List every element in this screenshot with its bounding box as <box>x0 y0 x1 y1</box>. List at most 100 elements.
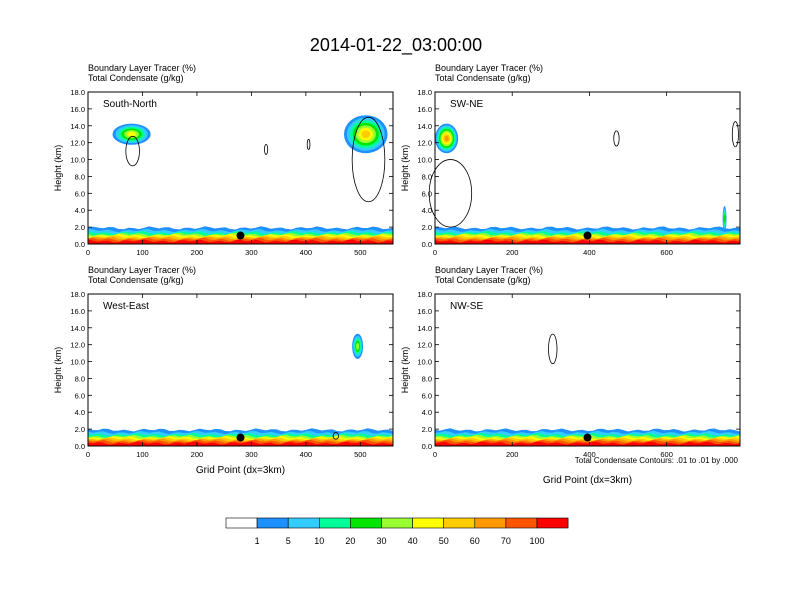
plot-frame <box>87 293 394 447</box>
condensate-contour <box>548 333 558 365</box>
panel-name: West-East <box>103 301 149 312</box>
y-tick-label: 2.0 <box>422 425 432 434</box>
colorbar-label: 60 <box>470 536 480 546</box>
x-tick-label: 400 <box>300 450 313 459</box>
panel-south-north: Boundary Layer Tracer (%)Total Condensat… <box>53 63 394 257</box>
x-tick-label: 200 <box>506 248 519 257</box>
colorbar-swatch <box>318 517 351 529</box>
panel-name: NW-SE <box>450 301 483 312</box>
colorbar-swatch <box>536 517 569 529</box>
boundary-layer-band <box>88 239 393 244</box>
colorbar-swatch <box>225 517 258 529</box>
plot-frame <box>434 293 741 447</box>
y-tick-label: 14.0 <box>417 324 432 333</box>
x-tick-label: 400 <box>583 450 596 459</box>
colorbar-label: 70 <box>501 536 511 546</box>
panel-sw-ne: Boundary Layer Tracer (%)Total Condensat… <box>400 63 741 257</box>
colorbar-swatch <box>381 517 413 529</box>
colorbar-swatch <box>443 517 476 529</box>
y-tick-label: 14.0 <box>417 122 432 131</box>
y-tick-label: 18.0 <box>417 290 432 299</box>
colorbar-label: 5 <box>286 536 291 546</box>
y-tick-label: 8.0 <box>422 374 432 383</box>
panel-label-tracer: Boundary Layer Tracer (%) <box>435 63 543 73</box>
x-tick-label: 400 <box>300 248 313 257</box>
x-tick-label: 0 <box>86 450 90 459</box>
y-tick-label: 6.0 <box>422 391 432 400</box>
y-tick-label: 0.0 <box>75 240 85 249</box>
x-tick-label: 100 <box>136 450 149 459</box>
colorbar-label: 50 <box>439 536 449 546</box>
condensate-contour <box>332 432 339 440</box>
cloud-shading <box>356 342 360 350</box>
x-axis-label: Grid Point (dx=3km) <box>196 465 285 476</box>
y-axis-label: Height (km) <box>400 347 410 394</box>
colorbar-swatch <box>350 517 382 529</box>
condensate-contour <box>264 143 269 155</box>
panel-label-condensate: Total Condensate (g/kg) <box>435 275 531 285</box>
y-tick-label: 10.0 <box>417 358 432 367</box>
boundary-layer-band <box>88 441 393 446</box>
y-tick-label: 2.0 <box>75 223 85 232</box>
colorbar: 1 5 10 20 30 40 50 60 70 100 <box>225 517 569 546</box>
y-tick-label: 6.0 <box>422 189 432 198</box>
y-tick-label: 10.0 <box>70 156 85 165</box>
location-marker <box>236 231 245 240</box>
location-marker <box>583 433 592 442</box>
y-tick-label: 8.0 <box>75 172 85 181</box>
y-axis-label: Height (km) <box>53 145 63 192</box>
y-tick-label: 10.0 <box>70 358 85 367</box>
x-tick-label: 200 <box>191 450 204 459</box>
y-tick-label: 16.0 <box>70 307 85 316</box>
y-tick-label: 4.0 <box>75 206 85 215</box>
cloud-shading <box>361 130 371 139</box>
x-tick-label: 100 <box>136 248 149 257</box>
y-tick-label: 18.0 <box>70 290 85 299</box>
x-tick-label: 200 <box>191 248 204 257</box>
x-tick-label: 600 <box>660 450 673 459</box>
y-tick-label: 18.0 <box>70 88 85 97</box>
y-tick-label: 4.0 <box>422 206 432 215</box>
panel-label-condensate: Total Condensate (g/kg) <box>88 275 184 285</box>
y-tick-label: 12.0 <box>70 139 85 148</box>
x-tick-label: 300 <box>245 248 258 257</box>
panel-label-tracer: Boundary Layer Tracer (%) <box>88 63 196 73</box>
y-tick-label: 4.0 <box>75 408 85 417</box>
colorbar-label: 1 <box>255 536 260 546</box>
cloud-shading <box>723 214 727 223</box>
y-tick-label: 10.0 <box>417 156 432 165</box>
panel-name: South-North <box>103 99 157 110</box>
y-tick-label: 12.0 <box>417 139 432 148</box>
boundary-layer-band <box>435 441 740 446</box>
x-tick-label: 0 <box>433 248 437 257</box>
y-tick-label: 6.0 <box>75 189 85 198</box>
panel-west-east: Boundary Layer Tracer (%)Total Condensat… <box>53 265 394 476</box>
panel-label-tracer: Boundary Layer Tracer (%) <box>88 265 196 275</box>
y-tick-label: 4.0 <box>422 408 432 417</box>
colorbar-swatch <box>474 517 507 529</box>
y-tick-label: 2.0 <box>75 425 85 434</box>
condensate-contour <box>428 159 473 228</box>
y-tick-label: 0.0 <box>75 442 85 451</box>
colorbar-label: 100 <box>529 536 544 546</box>
condensate-contour <box>731 121 739 148</box>
x-tick-label: 0 <box>86 248 90 257</box>
x-axis-label: Grid Point (dx=3km) <box>543 475 632 486</box>
x-tick-label: 400 <box>583 248 596 257</box>
y-tick-label: 0.0 <box>422 240 432 249</box>
y-tick-label: 12.0 <box>417 341 432 350</box>
y-tick-label: 18.0 <box>417 88 432 97</box>
y-axis-label: Height (km) <box>53 347 63 394</box>
contour-footnote: Total Condensate Contours: .01 to .01 by… <box>575 456 739 465</box>
y-tick-label: 6.0 <box>75 391 85 400</box>
colorbar-swatch <box>505 517 538 529</box>
panel-name: SW-NE <box>450 99 483 110</box>
plot-frame <box>434 91 741 245</box>
panel-label-condensate: Total Condensate (g/kg) <box>435 73 531 83</box>
y-tick-label: 16.0 <box>417 105 432 114</box>
x-tick-label: 300 <box>245 450 258 459</box>
x-tick-label: 200 <box>506 450 519 459</box>
boundary-layer-band <box>435 239 740 244</box>
x-tick-label: 500 <box>354 248 367 257</box>
